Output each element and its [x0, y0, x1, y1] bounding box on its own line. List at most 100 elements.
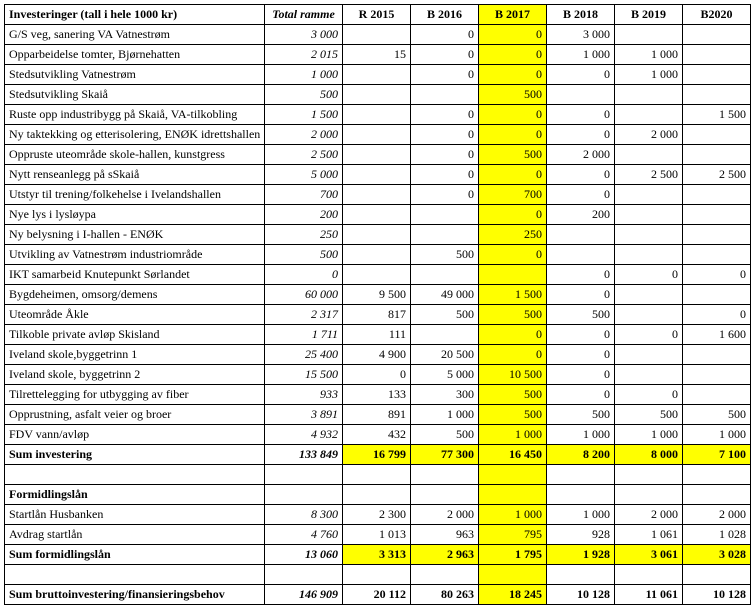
row-val: 432 [343, 425, 411, 445]
table-row: Utvikling av Vatnestrøm industriområde50… [5, 245, 751, 265]
row-val [411, 85, 479, 105]
row-total: 250 [265, 225, 343, 245]
row2-val: 1 013 [343, 525, 411, 545]
table-row: G/S veg, sanering VA Vatnestrøm3 000003 … [5, 25, 751, 45]
row-val [683, 65, 751, 85]
row-val [683, 85, 751, 105]
row-val: 300 [411, 385, 479, 405]
sum-form-val: 1 928 [547, 545, 615, 565]
row2-val: 2 000 [411, 505, 479, 525]
row-val [411, 205, 479, 225]
row-total: 500 [265, 245, 343, 265]
row-val: 111 [343, 325, 411, 345]
sum-formidling-row: Sum formidlingslån13 0603 3132 9631 7951… [5, 545, 751, 565]
row-val: 0 [479, 45, 547, 65]
row-val: 250 [479, 225, 547, 245]
row-val [547, 225, 615, 245]
row-total: 60 000 [265, 285, 343, 305]
table-row: Opprustning, asfalt veier og broer3 8918… [5, 405, 751, 425]
row-val: 5 000 [411, 365, 479, 385]
row-val: 0 [547, 65, 615, 85]
row-val [615, 225, 683, 245]
row-val: 1 000 [479, 425, 547, 445]
row-total: 0 [265, 265, 343, 285]
row-val [683, 145, 751, 165]
row-desc: Iveland skole,byggetrinn 1 [5, 345, 265, 365]
table-row: Stedsutvikling Vatnestrøm1 0000001 000 [5, 65, 751, 85]
row-val: 500 [479, 305, 547, 325]
row-val: 0 [547, 285, 615, 305]
table-row: Utstyr til trening/folkehelse i Ivelands… [5, 185, 751, 205]
table-row: Uteområde Åkle2 3178175005005000 [5, 305, 751, 325]
row-val: 0 [411, 45, 479, 65]
row-val [343, 225, 411, 245]
table-row: Ny taktekking og etterisolering, ENØK id… [5, 125, 751, 145]
sum-form-val: 1 795 [479, 545, 547, 565]
row-val: 500 [479, 85, 547, 105]
row-desc: Ny belysning i I-hallen - ENØK [5, 225, 265, 245]
row-val [479, 265, 547, 285]
row-val: 133 [343, 385, 411, 405]
row2-val: 1 061 [615, 525, 683, 545]
row-val [615, 105, 683, 125]
grand-total-row: Sum bruttoinvestering/finansieringsbehov… [5, 585, 751, 605]
row-val [615, 85, 683, 105]
row-val: 0 [479, 25, 547, 45]
row2-val: 1 028 [683, 525, 751, 545]
row-val: 0 [615, 265, 683, 285]
row2-val: 2 300 [343, 505, 411, 525]
row-val [683, 125, 751, 145]
row-total: 3 000 [265, 25, 343, 45]
header-col-2: B 2017 [479, 5, 547, 25]
header-col-3: B 2018 [547, 5, 615, 25]
row-val: 1 000 [547, 425, 615, 445]
row-val: 1 600 [683, 325, 751, 345]
table-row: FDV vann/avløp4 9324325001 0001 0001 000… [5, 425, 751, 445]
sum-inv-val: 8 200 [547, 445, 615, 465]
row-val: 0 [547, 125, 615, 145]
row-desc: Nytt renseanlegg på sSkaiå [5, 165, 265, 185]
row-val [683, 285, 751, 305]
row-val [683, 25, 751, 45]
row-val: 0 [479, 105, 547, 125]
row2-val: 928 [547, 525, 615, 545]
header-col-4: B 2019 [615, 5, 683, 25]
row-val: 0 [479, 245, 547, 265]
row-val: 0 [547, 185, 615, 205]
sum-form-val: 3 061 [615, 545, 683, 565]
grand-val: 10 128 [683, 585, 751, 605]
row-val [615, 285, 683, 305]
row-val [615, 245, 683, 265]
table-row: Iveland skole, byggetrinn 215 50005 0001… [5, 365, 751, 385]
row-val [683, 185, 751, 205]
row-val: 500 [615, 405, 683, 425]
row2-val: 2 000 [683, 505, 751, 525]
row2-val: 1 000 [479, 505, 547, 525]
row-val [343, 145, 411, 165]
table-row: Stedsutvikling Skaiå500500 [5, 85, 751, 105]
row-val: 0 [479, 165, 547, 185]
sum-inv-desc: Sum investering [5, 445, 265, 465]
table-row: IKT samarbeid Knutepunkt Sørlandet0000 [5, 265, 751, 285]
row-val: 500 [547, 305, 615, 325]
sum-form-val: 3 313 [343, 545, 411, 565]
row-val [683, 365, 751, 385]
row-val [615, 365, 683, 385]
row-val: 20 500 [411, 345, 479, 365]
table-row: Nytt renseanlegg på sSkaiå5 0000002 5002… [5, 165, 751, 185]
row-val: 2 000 [615, 125, 683, 145]
table-row: Ruste opp industribygg på Skaiå, VA-tilk… [5, 105, 751, 125]
sum-inv-total: 133 849 [265, 445, 343, 465]
grand-val: 11 061 [615, 585, 683, 605]
row-val: 0 [411, 125, 479, 145]
row-val: 0 [411, 165, 479, 185]
row-desc: Tilrettelegging for utbygging av fiber [5, 385, 265, 405]
row2-total: 4 760 [265, 525, 343, 545]
row-val: 1 000 [411, 405, 479, 425]
row-val: 0 [479, 205, 547, 225]
row-val: 500 [411, 245, 479, 265]
row2-val: 1 000 [547, 505, 615, 525]
row-desc: Uteområde Åkle [5, 305, 265, 325]
row-total: 15 500 [265, 365, 343, 385]
header-desc: Investeringer (tall i hele 1000 kr) [5, 5, 265, 25]
